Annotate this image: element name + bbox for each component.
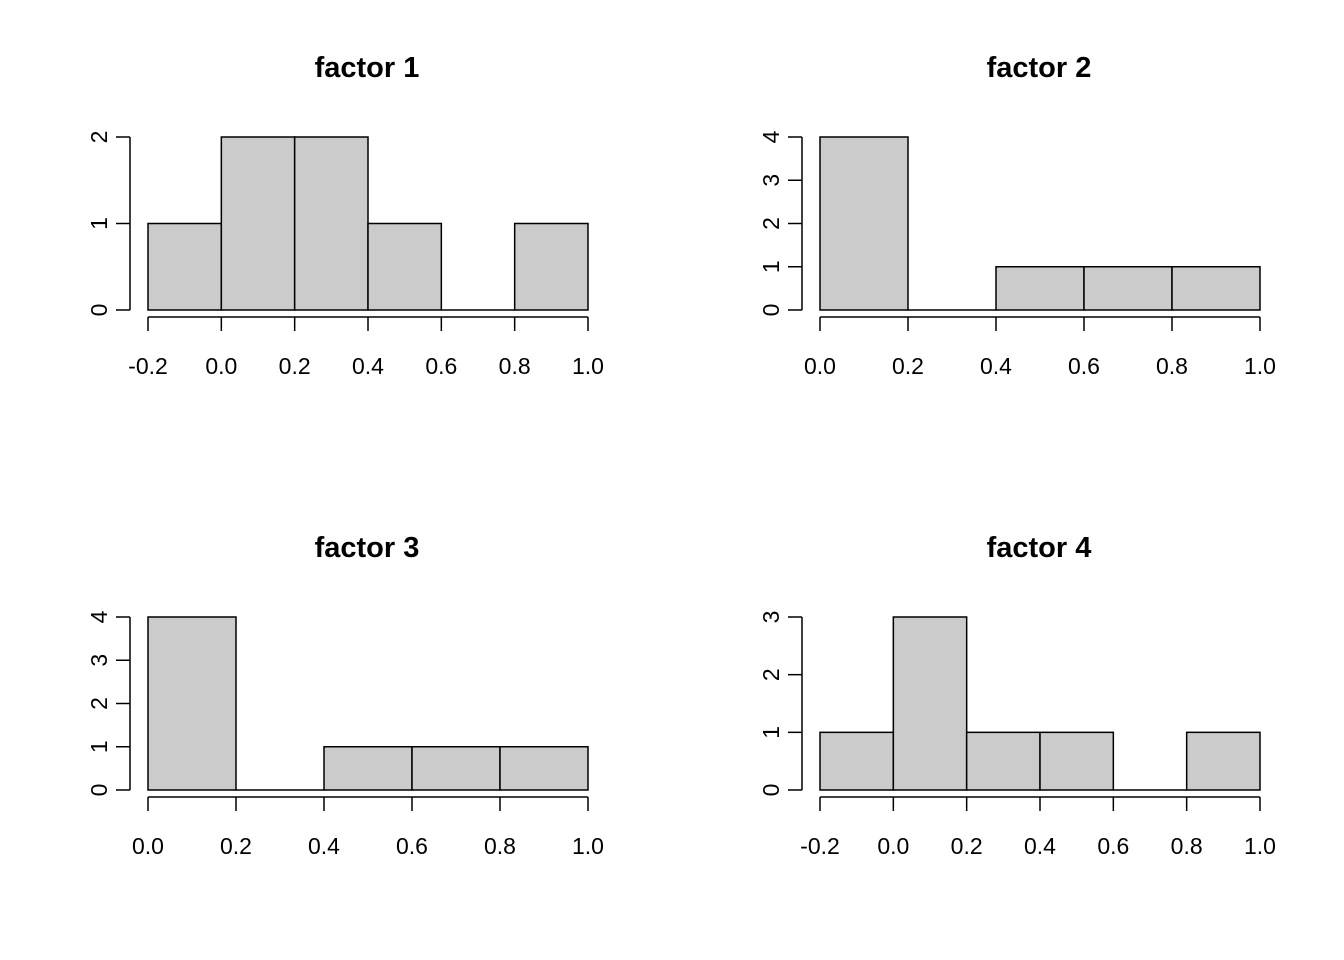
x-tick-label: 0.6	[396, 833, 428, 859]
histogram-panel-factor-4: factor 4 -0.2 0.0 0.2 0.4 0.6 0.8 1.0 0 1 2 3	[758, 532, 1276, 859]
y-tick-label: 2	[758, 668, 784, 681]
y-tick-label: 1	[758, 260, 784, 273]
chart-title: factor 3	[315, 532, 420, 564]
x-tick-label: -0.2	[128, 353, 168, 379]
x-tick-label: 0.2	[951, 833, 983, 859]
histogram-bar	[1185, 731, 1261, 791]
y-tick-label: 3	[86, 654, 112, 667]
y-tick-label: 1	[758, 726, 784, 739]
x-tick-label: 0.0	[877, 833, 909, 859]
x-tick-label: 0.0	[132, 833, 164, 859]
histogram-bar	[513, 222, 589, 311]
histogram-bar	[965, 731, 1041, 791]
chart-title: factor 4	[987, 532, 1092, 564]
histogram-bar	[411, 746, 501, 791]
y-tick-label: 3	[758, 611, 784, 624]
histogram-bar	[499, 746, 589, 791]
x-tick-label: 0.8	[499, 353, 531, 379]
x-tick-label: 0.2	[220, 833, 252, 859]
y-tick-label: 4	[758, 130, 784, 143]
y-tick-label: 4	[86, 610, 112, 623]
y-tick-label: 0	[758, 784, 784, 797]
x-tick-label: 0.6	[1097, 833, 1129, 859]
x-tick-label: 0.2	[279, 353, 311, 379]
histogram-panel-factor-2: factor 2 0.0 0.2 0.4 0.6 0.8 1.0 0 1 2 3 4	[758, 52, 1276, 379]
histogram-bar	[220, 136, 296, 311]
histogram-bar	[1039, 731, 1115, 791]
x-tick-label: 0.0	[804, 353, 836, 379]
x-tick-label: 0.8	[484, 833, 516, 859]
histogram-panel-factor-1: factor 1 -0.2 0.0 0.2 0.4 0.6 0.8 1.0 0 1 2	[86, 52, 604, 379]
x-tick-label: 0.0	[205, 353, 237, 379]
x-tick-label: 1.0	[572, 833, 604, 859]
y-tick-label: 2	[86, 697, 112, 710]
x-tick-label: 0.4	[308, 833, 340, 859]
x-tick-label: 0.4	[1024, 833, 1056, 859]
histogram-bar	[819, 731, 895, 791]
histogram-bar	[293, 136, 369, 311]
x-tick-label: 0.6	[425, 353, 457, 379]
y-tick-label: 0	[758, 304, 784, 317]
histogram-bar	[1171, 266, 1261, 311]
histogram-bar	[367, 222, 443, 311]
x-tick-label: 1.0	[572, 353, 604, 379]
x-tick-label: 0.8	[1171, 833, 1203, 859]
y-tick-label: 0	[86, 784, 112, 797]
x-tick-label: 1.0	[1244, 353, 1276, 379]
x-tick-label: 0.4	[980, 353, 1012, 379]
x-tick-label: 0.8	[1156, 353, 1188, 379]
histogram-bar	[147, 222, 223, 311]
x-tick-label: 1.0	[1244, 833, 1276, 859]
chart-title: factor 2	[987, 52, 1092, 84]
y-tick-label: 2	[86, 131, 112, 144]
x-tick-label: 0.2	[892, 353, 924, 379]
histogram-bar	[1083, 266, 1173, 311]
x-tick-label: -0.2	[800, 833, 840, 859]
histogram-bar	[892, 616, 968, 791]
y-tick-label: 1	[86, 217, 112, 230]
histogram-bar	[147, 616, 237, 791]
histogram-bar	[995, 266, 1085, 311]
y-tick-label: 0	[86, 304, 112, 317]
histogram-bar	[819, 136, 909, 311]
histogram-bar	[323, 746, 413, 791]
chart-title: factor 1	[315, 52, 420, 84]
y-tick-label: 3	[758, 174, 784, 187]
x-tick-label: 0.4	[352, 353, 384, 379]
y-tick-label: 1	[86, 740, 112, 753]
y-tick-label: 2	[758, 217, 784, 230]
x-tick-label: 0.6	[1068, 353, 1100, 379]
histogram-panel-factor-3: factor 3 0.0 0.2 0.4 0.6 0.8 1.0 0 1 2 3 4	[86, 532, 604, 859]
